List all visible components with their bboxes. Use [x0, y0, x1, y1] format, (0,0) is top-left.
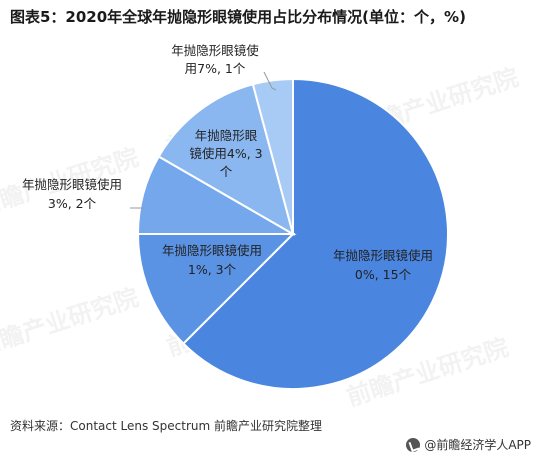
slice-label-5-line-2: 用7%, 1个 — [185, 61, 246, 76]
source-note: 资料来源：Contact Lens Spectrum 前瞻产业研究院整理 — [10, 419, 322, 433]
pie-slice-2 — [136, 233, 296, 346]
slice-label-2-line-1: 年抛隐形眼镜使用 — [162, 243, 262, 258]
slice-label-4-line-3: 个 — [220, 164, 233, 179]
brand-logo-icon — [406, 437, 421, 452]
chart-title: 图表5：2020年全球年抛隐形眼镜使用占比分布情况(单位：个，%) — [10, 8, 466, 26]
brand-text: @前瞻经济学人APP — [424, 438, 531, 452]
slice-label-4-line-1: 年抛隐形眼 — [195, 128, 258, 143]
slice-label-3-line-2: 3%, 2个 — [48, 196, 97, 211]
slice-label-1-line-2: 0%, 15个 — [355, 267, 412, 282]
slice-label-2-line-2: 1%, 3个 — [188, 262, 237, 277]
pie-slices — [136, 77, 449, 390]
slice-label-5-line-1: 年抛隐形眼镜使 — [171, 43, 259, 58]
slice-label-3-line-1: 年抛隐形眼镜使用 — [22, 177, 122, 192]
pie-slice-5 — [251, 77, 294, 235]
brand-credit: @前瞻经济学人APP — [406, 436, 531, 453]
pie-slice-4 — [157, 83, 295, 237]
pie-labels: 年抛隐形眼镜使用 0%, 15个 年抛隐形眼镜使用 1%, 3个 年抛隐形眼镜使用 3%,… — [22, 43, 433, 282]
pie-slice-1 — [181, 77, 449, 390]
slice-label-4-line-2: 镜使用4%, 3 — [189, 146, 262, 161]
slice-label-1-line-1: 年抛隐形眼镜使用 — [333, 248, 433, 263]
watermark-text: 前瞻产业研究院 — [0, 283, 142, 362]
leader-line-5 — [263, 71, 277, 91]
